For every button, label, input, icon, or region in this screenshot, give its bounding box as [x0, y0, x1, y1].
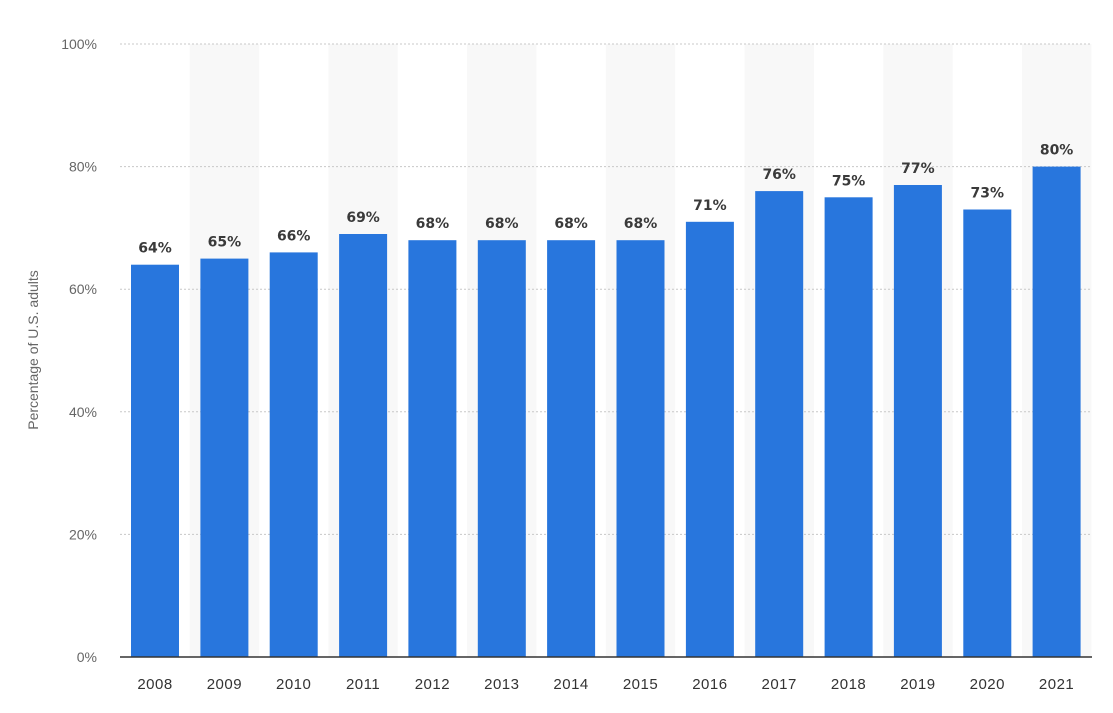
- data-label-2016: 71%: [693, 198, 727, 214]
- bar-2009[interactable]: [200, 258, 249, 657]
- y-axis-title: Percentage of U.S. adults: [25, 270, 41, 430]
- bar-2015[interactable]: [616, 240, 665, 657]
- bars: [131, 166, 1081, 658]
- data-label-2021: 80%: [1040, 143, 1074, 159]
- data-label-2013: 68%: [485, 216, 519, 232]
- x-tick-label: 2012: [415, 676, 450, 693]
- x-tick-label: 2009: [207, 676, 242, 693]
- y-tick-label: 100%: [61, 36, 97, 52]
- y-axis-ticks: 0% 20% 40% 60% 80% 100%: [61, 36, 97, 665]
- data-label-2017: 76%: [762, 167, 796, 183]
- data-label-2019: 77%: [901, 161, 935, 177]
- x-tick-label: 2018: [831, 676, 866, 693]
- bar-2010[interactable]: [269, 252, 318, 657]
- y-tick-label: 40%: [69, 404, 97, 420]
- data-label-2009: 65%: [208, 235, 242, 251]
- bar-2019[interactable]: [893, 185, 942, 657]
- x-axis-ticks: 2008 2009 2010 2011 2012 2013 2014 2015 2016 2017…: [137, 676, 1074, 693]
- x-tick-label: 2013: [484, 676, 519, 693]
- bar-2013[interactable]: [477, 240, 526, 657]
- data-label-2010: 66%: [277, 228, 311, 244]
- bar-2011[interactable]: [339, 234, 388, 657]
- data-label-2015: 68%: [624, 216, 658, 232]
- x-tick-label: 2017: [762, 676, 797, 693]
- bar-2016[interactable]: [685, 221, 734, 658]
- bar-2020[interactable]: [963, 209, 1012, 658]
- x-tick-label: 2014: [553, 676, 588, 693]
- y-tick-label: 0%: [77, 649, 97, 665]
- x-tick-label: 2020: [970, 676, 1005, 693]
- data-label-2014: 68%: [554, 216, 588, 232]
- x-tick-label: 2008: [137, 676, 172, 693]
- bar-2014[interactable]: [547, 240, 596, 657]
- data-label-2011: 69%: [346, 210, 380, 226]
- x-tick-label: 2019: [900, 676, 935, 693]
- data-labels: 64% 65% 66% 69% 68% 68% 68% 68% 71% 76% 75% 77% 73% 8…: [138, 143, 1073, 257]
- bar-2008[interactable]: [131, 264, 179, 657]
- data-label-2012: 68%: [416, 216, 450, 232]
- y-tick-label: 60%: [69, 281, 97, 297]
- bar-2017[interactable]: [755, 191, 804, 657]
- x-tick-label: 2015: [623, 676, 658, 693]
- data-label-2018: 75%: [832, 173, 866, 189]
- x-tick-label: 2021: [1039, 676, 1074, 693]
- bar-2021[interactable]: [1032, 166, 1081, 657]
- data-label-2020: 73%: [971, 186, 1005, 202]
- x-tick-label: 2010: [276, 676, 311, 693]
- y-tick-label: 80%: [69, 159, 97, 175]
- bar-2018[interactable]: [824, 197, 873, 658]
- bar-2012[interactable]: [408, 240, 457, 657]
- x-tick-label: 2016: [692, 676, 727, 693]
- data-label-2008: 64%: [138, 241, 172, 257]
- y-tick-label: 20%: [69, 526, 97, 542]
- x-tick-label: 2011: [346, 676, 380, 693]
